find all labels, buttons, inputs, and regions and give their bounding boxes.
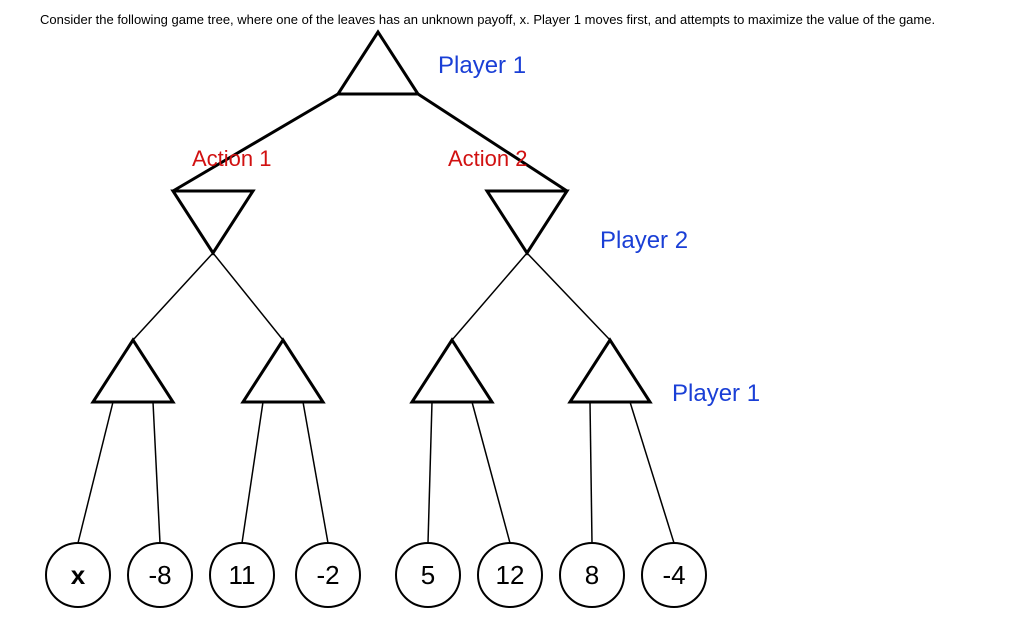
node-root-max: [338, 32, 418, 94]
label-player2: Player 2: [600, 227, 688, 255]
edge-RL-5: [472, 402, 510, 543]
label-action1: Action 1: [192, 146, 272, 172]
edge-LL-1: [153, 402, 160, 543]
edge-root-right: [418, 94, 567, 191]
leaf-value-2: 11: [229, 560, 256, 590]
leaf-value-0: x: [71, 560, 86, 590]
edge-RR-7: [630, 402, 674, 543]
leaf-value-5: 12: [496, 560, 525, 590]
leaf-value-7: -4: [662, 560, 685, 590]
label-action2: Action 2: [448, 146, 528, 172]
node-max-LL: [93, 340, 173, 402]
edge-LL-0: [78, 402, 113, 543]
node-min-right: [487, 191, 567, 253]
edge-LR-3: [303, 402, 328, 543]
edge-LR-2: [242, 402, 263, 543]
edge-minR-RR: [527, 253, 610, 340]
edge-minR-RL: [452, 253, 527, 340]
game-tree-svg: x -8 11 -2 5 12 8 -4: [0, 0, 1027, 622]
edge-minL-LR: [213, 253, 283, 340]
node-max-RL: [412, 340, 492, 402]
leaf-value-1: -8: [148, 560, 171, 590]
edge-root-left: [173, 94, 338, 191]
leaf-value-3: -2: [316, 560, 339, 590]
label-player1-bottom: Player 1: [672, 380, 760, 408]
edge-RL-4: [428, 402, 432, 543]
node-max-LR: [243, 340, 323, 402]
label-player1-top: Player 1: [438, 52, 526, 80]
node-max-RR: [570, 340, 650, 402]
node-min-left: [173, 191, 253, 253]
leaf-value-4: 5: [421, 560, 435, 590]
edge-minL-LL: [133, 253, 213, 340]
edge-RR-6: [590, 402, 592, 543]
diagram-canvas: Consider the following game tree, where …: [0, 0, 1027, 622]
leaf-value-6: 8: [585, 560, 599, 590]
